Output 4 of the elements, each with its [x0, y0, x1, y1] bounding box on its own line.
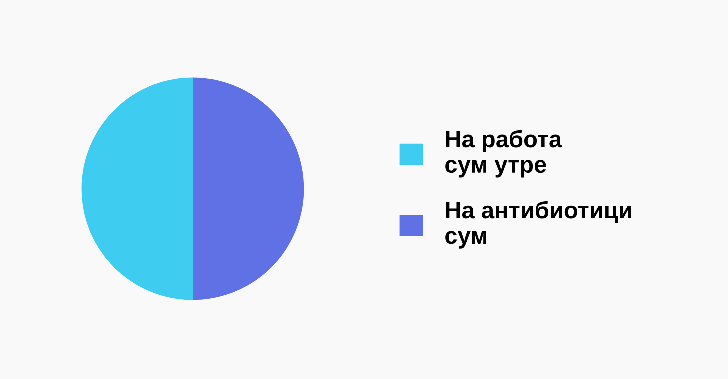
- legend-label: На работа сум утре: [446, 130, 562, 178]
- legend-label: На антибиотици сум: [446, 201, 632, 249]
- pie-slice: [82, 78, 193, 300]
- pie-slice: [193, 78, 304, 300]
